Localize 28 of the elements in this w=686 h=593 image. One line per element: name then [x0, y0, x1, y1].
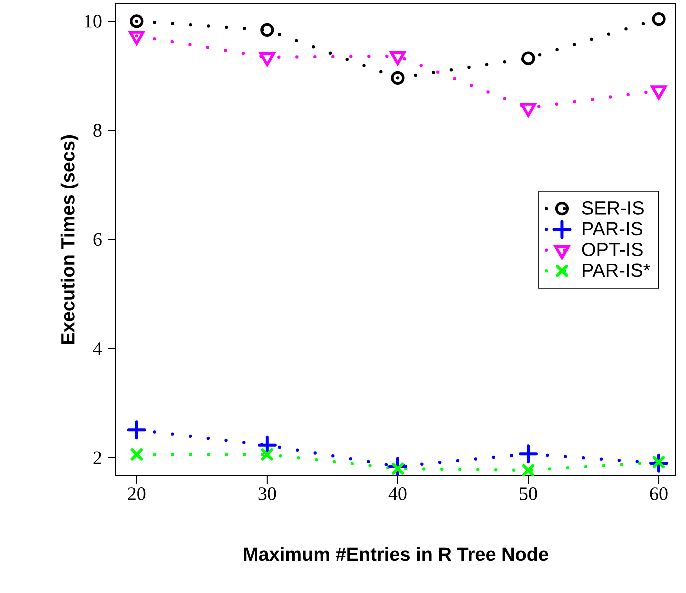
point [130, 448, 143, 461]
point [392, 462, 404, 475]
legend-label: OPT-IS [582, 242, 643, 256]
legend-label: SER-IS [582, 201, 644, 215]
point [652, 12, 666, 26]
point [127, 420, 146, 440]
y-tick-label: 4 [93, 342, 102, 356]
x-tick-label: 20 [128, 488, 146, 500]
point [522, 464, 535, 477]
point [130, 14, 144, 28]
x-tick-label: 50 [520, 488, 538, 500]
point [260, 23, 274, 37]
y-tick-label: 6 [94, 233, 102, 246]
x-axis-title: Maximum #Entries in R Tree Node [244, 547, 548, 562]
y-axis-title: Execution Times (secs) [60, 136, 79, 344]
point [518, 444, 538, 464]
y-tick-label: 10 [85, 15, 102, 28]
point [522, 52, 536, 66]
x-tick-label: 30 [258, 488, 276, 500]
legend-label: PAR-IS* [583, 264, 650, 278]
x-tick-label: 60 [650, 488, 668, 500]
y-tick-label: 8 [94, 124, 102, 137]
legend-label: PAR-IS [583, 222, 643, 236]
point [652, 456, 666, 468]
x-tick-label: 40 [388, 488, 407, 500]
point [391, 71, 405, 85]
y-tick-label: 2 [94, 452, 102, 464]
point [261, 448, 274, 461]
